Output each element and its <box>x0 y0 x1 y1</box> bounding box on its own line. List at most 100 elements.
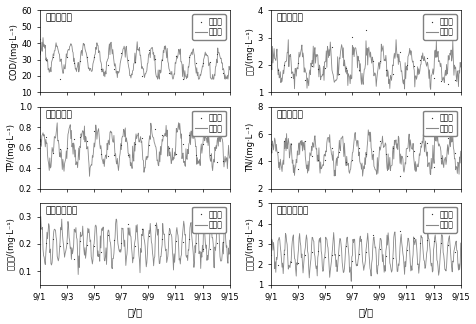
Point <box>165 231 172 236</box>
Point <box>355 68 362 73</box>
Y-axis label: 磷酸盐/(mg·L⁻¹): 磷酸盐/(mg·L⁻¹) <box>7 217 16 271</box>
Point <box>436 241 444 246</box>
Point <box>124 222 132 227</box>
Point <box>388 72 396 77</box>
Point <box>178 76 186 81</box>
Point <box>450 249 457 255</box>
Text: 深圳湾浮标站: 深圳湾浮标站 <box>276 206 308 215</box>
Point <box>327 145 335 150</box>
Point <box>300 252 308 257</box>
Point <box>77 134 84 139</box>
Point <box>267 61 274 66</box>
Point <box>77 238 84 244</box>
Point <box>280 138 288 144</box>
Text: 深圳河口站: 深圳河口站 <box>45 110 72 119</box>
Point <box>90 128 98 133</box>
Point <box>368 233 376 238</box>
Point <box>409 64 416 69</box>
Point <box>192 240 199 246</box>
Point <box>294 260 301 265</box>
Y-axis label: TN/(mg·L⁻¹): TN/(mg·L⁻¹) <box>246 123 254 172</box>
Point <box>36 142 43 147</box>
Point <box>273 149 281 154</box>
Point <box>138 73 145 78</box>
Point <box>429 165 437 170</box>
Point <box>327 44 335 49</box>
Point <box>409 148 416 154</box>
Point <box>104 154 111 159</box>
Point <box>104 232 111 237</box>
Point <box>314 66 321 72</box>
Point <box>50 150 57 156</box>
Point <box>97 152 104 157</box>
Point <box>192 153 199 158</box>
Point <box>165 71 172 76</box>
Point <box>138 227 145 232</box>
Text: 深圳河口站: 深圳河口站 <box>276 110 303 119</box>
Point <box>355 252 362 257</box>
Point <box>382 253 389 259</box>
Point <box>382 151 389 156</box>
Point <box>267 141 274 146</box>
Point <box>158 237 166 242</box>
Point <box>443 242 451 248</box>
Point <box>416 57 423 62</box>
Legend: 监测值, 模拟值: 监测值, 模拟值 <box>192 110 225 136</box>
Point <box>375 58 383 64</box>
Point <box>273 68 281 73</box>
Text: 深圳河口站: 深圳河口站 <box>45 14 72 23</box>
Point <box>300 138 308 143</box>
Point <box>348 157 356 163</box>
Point <box>321 66 328 71</box>
X-axis label: 月/日: 月/日 <box>357 307 372 317</box>
Point <box>409 235 416 240</box>
Point <box>219 158 227 163</box>
Point <box>178 141 186 146</box>
Point <box>396 174 403 179</box>
Point <box>267 252 274 257</box>
Point <box>90 54 98 60</box>
Point <box>300 78 308 83</box>
Point <box>206 247 213 252</box>
Point <box>450 150 457 156</box>
Point <box>287 74 294 79</box>
Point <box>436 79 444 84</box>
Legend: 监测值, 模拟值: 监测值, 模拟值 <box>192 207 225 233</box>
Point <box>280 62 288 67</box>
Point <box>151 126 159 131</box>
Point <box>321 157 328 163</box>
Y-axis label: 无机氮/(mg·L⁻¹): 无机氮/(mg·L⁻¹) <box>246 217 254 271</box>
Point <box>144 142 152 147</box>
Point <box>294 60 301 65</box>
Text: 深圳河口站: 深圳河口站 <box>276 14 303 23</box>
Point <box>50 54 57 60</box>
Point <box>382 67 389 73</box>
Point <box>138 136 145 141</box>
Point <box>334 72 342 77</box>
Point <box>307 64 315 69</box>
Point <box>36 37 43 42</box>
Point <box>104 63 111 68</box>
Point <box>97 66 104 72</box>
Point <box>355 145 362 150</box>
Point <box>348 34 356 39</box>
Point <box>396 228 403 233</box>
Legend: 监测值, 模拟值: 监测值, 模拟值 <box>422 110 456 136</box>
Point <box>63 240 70 245</box>
Point <box>429 75 437 80</box>
Point <box>402 63 410 68</box>
Point <box>199 60 207 65</box>
Point <box>117 51 125 56</box>
Point <box>294 166 301 171</box>
Point <box>341 243 348 249</box>
Point <box>307 249 315 254</box>
Point <box>110 237 118 243</box>
Point <box>50 237 57 242</box>
Point <box>402 247 410 252</box>
Point <box>416 141 423 146</box>
Point <box>280 251 288 257</box>
Point <box>334 252 342 257</box>
Point <box>144 47 152 52</box>
Point <box>69 257 77 262</box>
Point <box>83 138 91 144</box>
